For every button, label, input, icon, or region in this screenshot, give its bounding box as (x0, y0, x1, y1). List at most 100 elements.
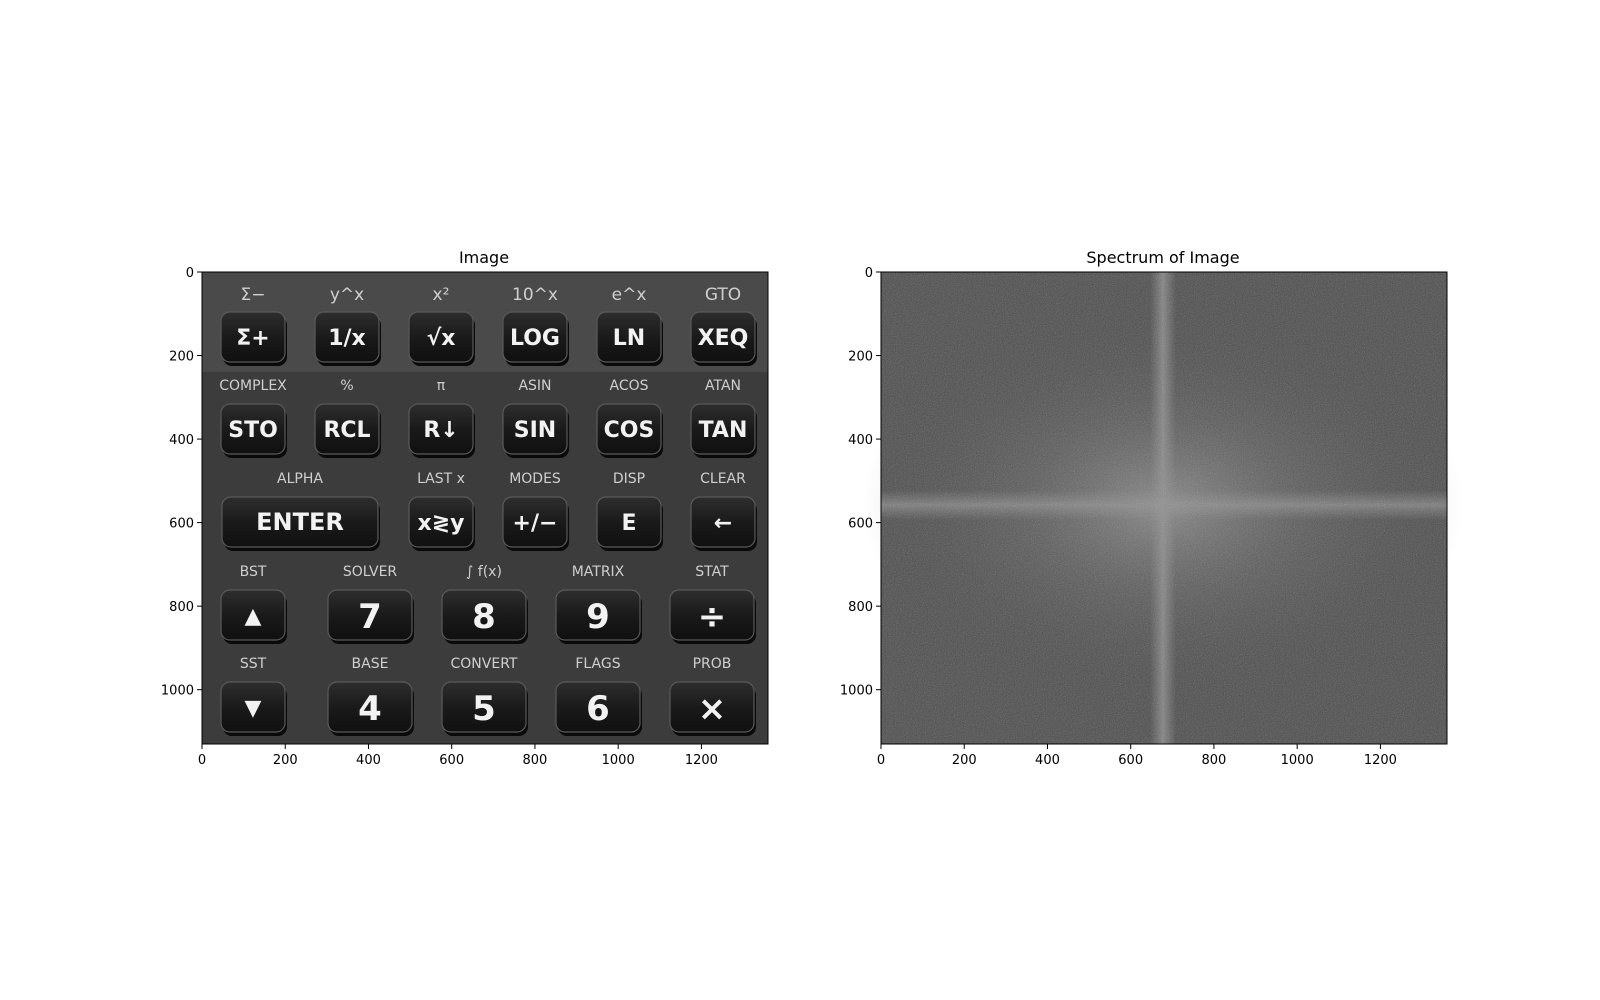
x-tick-label: 1200 (1364, 753, 1397, 768)
y-tick-label: 800 (848, 600, 873, 615)
key-label: ▲ (245, 604, 262, 629)
key-label: × (698, 689, 727, 729)
left-x-axis: 0 200 400 600 800 1000 1200 (198, 744, 718, 768)
left-panel-frame (201, 271, 769, 745)
key-shift-label: CONVERT (451, 656, 518, 672)
calculator-key (220, 403, 286, 455)
left-panel: Image Σ− y^x x² 10^x e^x GTO Σ+ 1/x √x LOG LN XEQ CO… (161, 248, 769, 768)
left-panel-title: Image (459, 248, 509, 267)
calculator-key (220, 311, 286, 363)
right-panel-title: Spectrum of Image (1086, 248, 1239, 267)
key-shift-label: MATRIX (572, 564, 625, 580)
calculator-key (555, 681, 641, 733)
key-label: TAN (699, 418, 748, 443)
key-label: ÷ (698, 597, 727, 637)
calculator-key (690, 496, 756, 548)
right-panel: Spectrum of Image 0 200 400 600 800 1000 1200 … (840, 248, 1463, 768)
key-label: 6 (586, 689, 610, 729)
x-tick-label: 400 (1035, 753, 1060, 768)
key-label: 4 (358, 689, 382, 729)
calculator-key (221, 496, 379, 548)
calculator-key (669, 589, 755, 641)
key-shift-label: PROB (693, 656, 732, 672)
key-shift-label: π (437, 378, 446, 394)
key-shift-label: x² (433, 285, 450, 305)
y-tick-label: 200 (169, 350, 194, 365)
x-tick-label: 0 (877, 753, 885, 768)
key-shift-label: ACOS (609, 378, 648, 394)
key-label: R↓ (423, 418, 458, 443)
key-shift-label: DISP (613, 471, 645, 487)
calculator-key (502, 496, 568, 548)
left-y-axis: 0 200 400 600 800 1000 (161, 266, 202, 699)
key-label: +/− (513, 511, 558, 536)
calculator-key (327, 589, 413, 641)
key-shift-label: BASE (352, 656, 389, 672)
right-x-axis: 0 200 400 600 800 1000 1200 (877, 744, 1397, 768)
x-tick-label: 600 (1118, 753, 1143, 768)
key-shift-label: SST (240, 656, 267, 672)
y-tick-label: 800 (169, 600, 194, 615)
keypad-top-band (202, 272, 768, 372)
key-shift-label: % (340, 378, 353, 394)
calculator-key (596, 403, 662, 455)
key-shift-label: Σ− (241, 285, 266, 305)
key-shift-label: CLEAR (700, 471, 746, 487)
key-label: x≷y (418, 511, 465, 536)
x-tick-label: 200 (273, 753, 298, 768)
y-tick-label: 1000 (161, 684, 194, 699)
x-tick-label: 400 (356, 753, 381, 768)
right-y-axis: 0 200 400 600 800 1000 (840, 266, 881, 699)
key-label: Σ+ (236, 326, 269, 351)
key-shift-label: SOLVER (343, 564, 398, 580)
right-panel-frame (880, 271, 1448, 745)
y-tick-label: 400 (848, 433, 873, 448)
key-shift-label: ASIN (518, 378, 551, 394)
calculator-key (596, 311, 662, 363)
key-label: 5 (472, 689, 496, 729)
key-shift-label: y^x (330, 285, 364, 305)
calculator-key (502, 311, 568, 363)
key-label: 9 (586, 597, 610, 637)
key-label: LN (613, 326, 645, 351)
key-shift-label: MODES (509, 471, 561, 487)
key-label: E (621, 511, 636, 536)
key-label: 7 (358, 597, 382, 637)
x-tick-label: 1000 (602, 753, 635, 768)
x-tick-label: 1000 (1281, 753, 1314, 768)
calculator-key (220, 589, 286, 641)
y-tick-label: 200 (848, 350, 873, 365)
calculator-key (669, 681, 755, 733)
x-tick-label: 200 (952, 753, 977, 768)
y-tick-label: 400 (169, 433, 194, 448)
y-tick-label: 600 (169, 517, 194, 532)
key-label: 8 (472, 597, 496, 637)
key-shift-label: e^x (612, 285, 647, 305)
calculator-key (408, 403, 474, 455)
key-shift-label: LAST x (417, 471, 465, 487)
x-tick-label: 600 (439, 753, 464, 768)
y-tick-label: 0 (186, 266, 194, 281)
calculator-key (314, 403, 380, 455)
key-shift-label: BST (240, 564, 267, 580)
key-label: ← (714, 511, 732, 536)
y-tick-label: 0 (865, 266, 873, 281)
calculator-key (596, 496, 662, 548)
y-tick-label: 600 (848, 517, 873, 532)
key-label: RCL (323, 418, 370, 443)
calculator-key (327, 681, 413, 733)
key-label: √x (427, 326, 456, 351)
key-label: SIN (514, 418, 556, 443)
key-shift-label: ALPHA (277, 471, 323, 487)
key-shift-label: COMPLEX (219, 378, 287, 394)
key-label: 1/x (328, 326, 366, 351)
calculator-key (220, 681, 286, 733)
x-tick-label: 0 (198, 753, 206, 768)
calculator-key (441, 589, 527, 641)
spectrum-noise (881, 272, 1447, 744)
key-label: LOG (510, 326, 560, 351)
key-label: ▼ (245, 696, 262, 721)
calculator-key (408, 496, 474, 548)
key-label: ENTER (256, 508, 344, 536)
